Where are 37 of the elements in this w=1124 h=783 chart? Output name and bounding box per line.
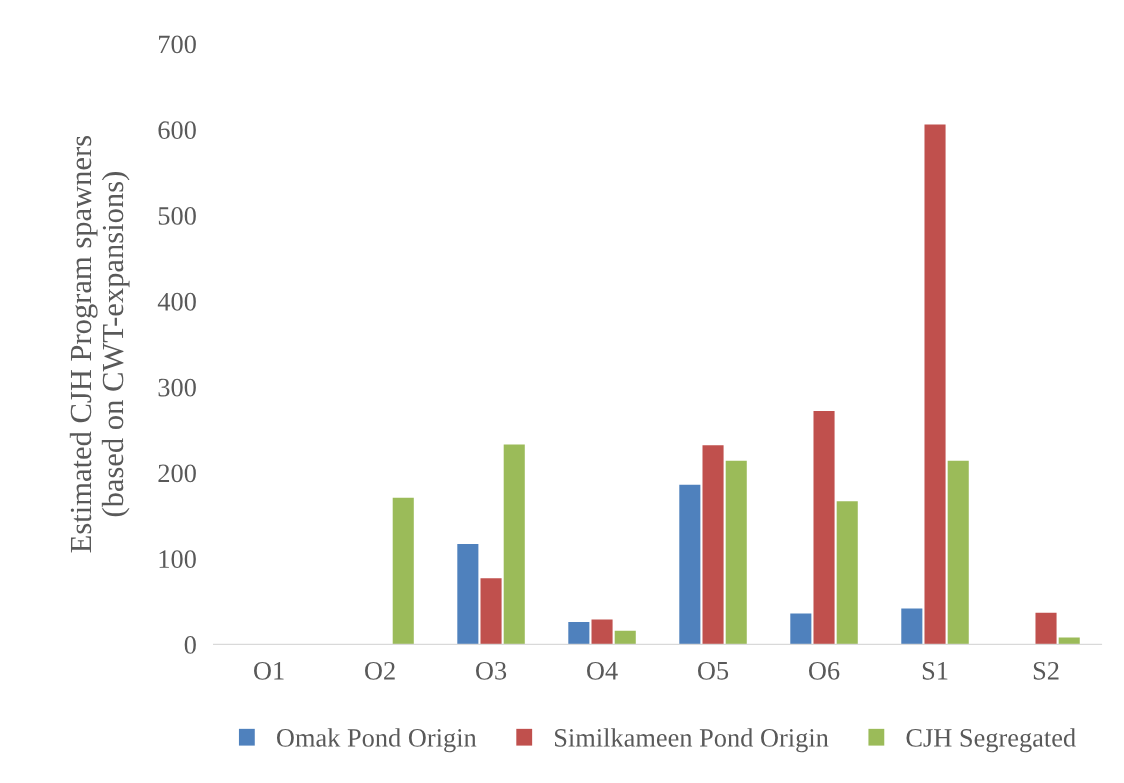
bar	[568, 622, 590, 645]
bar	[901, 608, 923, 645]
x-tick-label: O1	[254, 661, 284, 680]
bar	[813, 411, 835, 645]
y-tick-label: 300	[158, 378, 196, 397]
bar	[591, 619, 613, 645]
legend-label: Omak Pond Origin	[276, 728, 477, 753]
x-tick-label: O6	[808, 661, 840, 680]
y-tick-label: 0	[184, 636, 196, 654]
legend-label: Similkameen Pond Origin	[555, 728, 829, 753]
x-tick-label: O4	[587, 661, 618, 680]
y-tick-label: 500	[158, 207, 196, 225]
bar	[614, 630, 636, 645]
y-tick-label: 700	[159, 35, 196, 54]
bar	[790, 613, 812, 645]
x-tick-label: O5	[698, 661, 729, 680]
bar	[702, 445, 724, 645]
bar	[457, 544, 479, 645]
y-tick-label: 600	[158, 121, 196, 140]
x-tick-label: O3	[476, 661, 507, 680]
legend-label: CJH Segregated	[906, 728, 1076, 753]
bar	[392, 497, 414, 645]
bar	[836, 501, 858, 645]
bar	[679, 484, 701, 645]
y-tick-label: 400	[157, 292, 196, 311]
x-tick-label: S1	[922, 661, 948, 680]
bar	[725, 460, 747, 645]
y-axis-title: Estimated CJH Program spawners (based on CWT-expansions)	[69, 136, 130, 553]
bar	[503, 444, 525, 645]
x-tick-label: S2	[1033, 661, 1059, 680]
bar	[924, 124, 946, 645]
bar	[1035, 612, 1057, 645]
x-tick-label: O2	[365, 661, 395, 680]
y-tick-label: 100	[159, 550, 196, 569]
bar	[480, 578, 502, 645]
bar	[947, 460, 969, 645]
y-tick-label: 200	[158, 464, 196, 483]
